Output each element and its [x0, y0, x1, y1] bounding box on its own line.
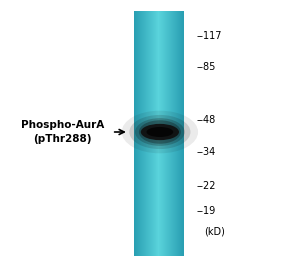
Bar: [179, 11, 180, 256]
Bar: [173, 11, 174, 256]
Bar: [181, 11, 182, 256]
Bar: [181, 11, 182, 256]
Bar: [172, 11, 173, 256]
Bar: [153, 11, 154, 256]
Bar: [143, 11, 144, 256]
Bar: [148, 11, 149, 256]
Bar: [169, 11, 170, 256]
Bar: [176, 11, 177, 256]
Bar: [135, 11, 136, 256]
Ellipse shape: [147, 127, 173, 137]
Bar: [178, 11, 179, 256]
Bar: [159, 11, 160, 256]
Bar: [173, 11, 174, 256]
Bar: [156, 11, 157, 256]
Bar: [141, 11, 142, 256]
Bar: [182, 11, 183, 256]
Bar: [140, 11, 141, 256]
Bar: [149, 11, 150, 256]
Bar: [141, 11, 142, 256]
Bar: [176, 11, 177, 256]
Text: --117: --117: [197, 31, 222, 41]
Bar: [162, 11, 163, 256]
Text: --34: --34: [197, 147, 216, 157]
Bar: [172, 11, 173, 256]
Text: --22: --22: [197, 181, 216, 191]
Ellipse shape: [139, 120, 181, 144]
Bar: [179, 11, 180, 256]
Bar: [134, 11, 135, 256]
Bar: [157, 11, 158, 256]
Bar: [178, 11, 179, 256]
Bar: [146, 11, 147, 256]
Bar: [167, 11, 168, 256]
Bar: [165, 11, 166, 256]
Bar: [154, 11, 155, 256]
Bar: [153, 11, 154, 256]
Bar: [152, 11, 153, 256]
Bar: [174, 11, 175, 256]
Bar: [158, 11, 159, 256]
Bar: [156, 11, 157, 256]
Bar: [182, 11, 183, 256]
Bar: [136, 11, 137, 256]
Bar: [145, 11, 146, 256]
Bar: [170, 11, 171, 256]
Bar: [170, 11, 171, 256]
Bar: [175, 11, 176, 256]
Bar: [160, 11, 161, 256]
Bar: [150, 11, 151, 256]
Text: --85: --85: [197, 62, 216, 72]
Bar: [138, 11, 139, 256]
Bar: [139, 11, 140, 256]
Bar: [166, 11, 167, 256]
Text: --19: --19: [197, 206, 216, 216]
Bar: [169, 11, 170, 256]
Bar: [144, 11, 145, 256]
Bar: [168, 11, 169, 256]
Text: Phospho-AurA
(pThr288): Phospho-AurA (pThr288): [21, 120, 104, 144]
Bar: [163, 11, 164, 256]
Bar: [183, 11, 184, 256]
Bar: [164, 11, 165, 256]
Text: --48: --48: [197, 115, 216, 125]
Text: (kD): (kD): [204, 226, 225, 236]
Bar: [151, 11, 152, 256]
Bar: [174, 11, 175, 256]
Bar: [171, 11, 172, 256]
Bar: [158, 11, 159, 256]
Bar: [161, 11, 162, 256]
Bar: [139, 11, 140, 256]
Ellipse shape: [135, 118, 185, 146]
Bar: [177, 11, 178, 256]
Bar: [147, 11, 148, 256]
Bar: [137, 11, 138, 256]
Bar: [167, 11, 168, 256]
Bar: [164, 11, 165, 256]
Bar: [168, 11, 169, 256]
Ellipse shape: [129, 115, 190, 149]
Bar: [137, 11, 138, 256]
Bar: [161, 11, 162, 256]
Bar: [135, 11, 136, 256]
Bar: [155, 11, 156, 256]
Ellipse shape: [141, 124, 179, 140]
Bar: [180, 11, 181, 256]
Bar: [149, 11, 150, 256]
Ellipse shape: [122, 111, 198, 153]
Bar: [142, 11, 143, 256]
Bar: [180, 11, 181, 256]
Bar: [162, 11, 163, 256]
Bar: [157, 11, 158, 256]
Bar: [165, 11, 166, 256]
Bar: [166, 11, 167, 256]
Bar: [160, 11, 161, 256]
Bar: [177, 11, 178, 256]
